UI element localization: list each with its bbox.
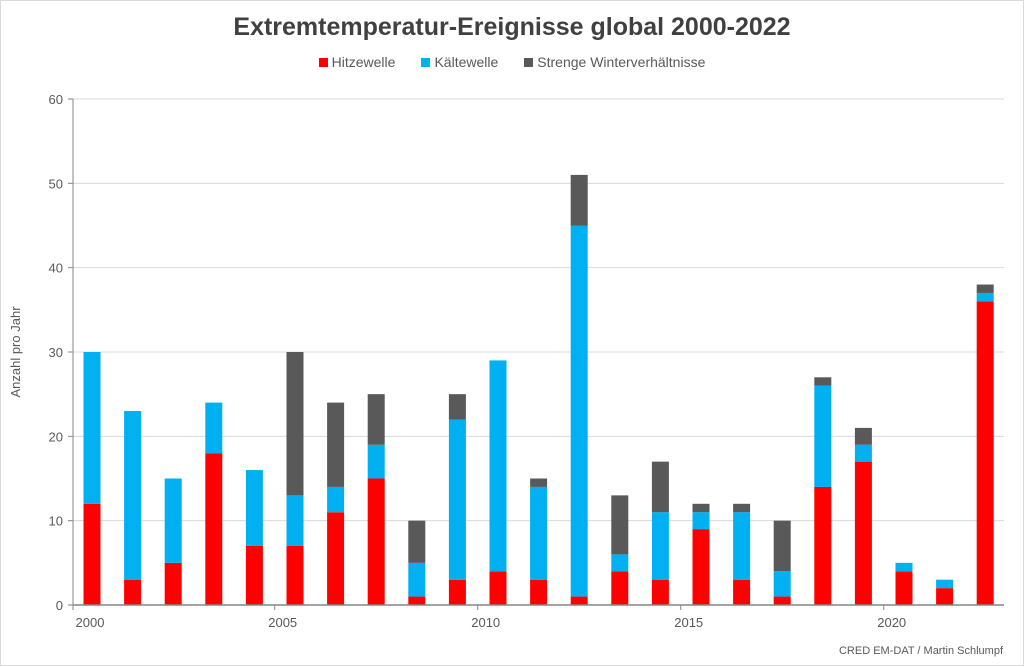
bar-winter-2017	[773, 520, 791, 572]
bar-winter-2012	[570, 174, 588, 226]
y-tick-label: 60	[49, 92, 63, 107]
x-tick-label: 2005	[268, 615, 297, 630]
legend-item-hitzewelle: Hitzewelle	[318, 54, 396, 70]
x-tick-label: 2015	[674, 615, 703, 630]
bar-kaeltewelle-2010	[489, 360, 507, 572]
bar-kaeltewelle-2008	[408, 562, 426, 597]
legend-label-kaeltewelle: Kältewelle	[434, 54, 499, 70]
bar-hitzewelle-2021	[936, 588, 954, 605]
bar-winter-2007	[367, 394, 385, 445]
bar-hitzewelle-2022	[976, 301, 994, 605]
bar-winter-2019	[854, 427, 872, 445]
source-credit: CRED EM-DAT / Martin Schlumpf	[838, 645, 1003, 657]
bar-kaeltewelle-2014	[651, 512, 669, 580]
bar-hitzewelle-2006	[327, 512, 345, 605]
legend-swatch-hitzewelle	[318, 57, 328, 67]
bar-kaeltewelle-2012	[570, 225, 588, 597]
x-tick-label: 2010	[471, 615, 500, 630]
bar-hitzewelle-2018	[814, 486, 832, 605]
bar-kaeltewelle-2018	[814, 385, 832, 487]
bar-kaeltewelle-2003	[205, 402, 223, 454]
bar-winter-2011	[530, 478, 548, 487]
bar-hitzewelle-2012	[570, 596, 588, 605]
bar-hitzewelle-2002	[164, 562, 182, 605]
bar-winter-2022	[976, 284, 994, 293]
bar-winter-2006	[327, 402, 345, 487]
bar-hitzewelle-2013	[611, 571, 629, 605]
bar-kaeltewelle-2017	[773, 571, 791, 597]
bar-kaeltewelle-2019	[854, 444, 872, 462]
y-tick-label: 20	[49, 429, 63, 444]
bar-kaeltewelle-2009	[448, 419, 466, 580]
bar-hitzewelle-2017	[773, 596, 791, 605]
bar-winter-2013	[611, 495, 629, 555]
bar-kaeltewelle-2016	[733, 512, 751, 580]
bar-kaeltewelle-2002	[164, 478, 182, 563]
bar-hitzewelle-2019	[854, 461, 872, 605]
bar-hitzewelle-2020	[895, 571, 913, 605]
bar-kaeltewelle-2004	[245, 470, 263, 546]
bar-kaeltewelle-2020	[895, 562, 913, 572]
bar-kaeltewelle-2011	[530, 486, 548, 580]
chart-legend: Hitzewelle Kältewelle Strenge Winterverh…	[1, 54, 1023, 70]
bar-hitzewelle-2009	[448, 579, 466, 605]
bar-kaeltewelle-2000	[83, 352, 101, 504]
bar-hitzewelle-2014	[651, 579, 669, 605]
bar-winter-2018	[814, 377, 832, 386]
bar-hitzewelle-2000	[83, 503, 101, 605]
bar-winter-2015	[692, 503, 710, 513]
chart-title: Extremtemperatur-Ereignisse global 2000-…	[233, 13, 791, 41]
bar-hitzewelle-2016	[733, 579, 751, 605]
y-axis-label: Anzahl pro Jahr	[8, 306, 23, 398]
legend-label-winter: Strenge Winterverhältnisse	[537, 54, 706, 70]
bar-kaeltewelle-2001	[124, 411, 142, 580]
x-tick-label: 2020	[877, 615, 906, 630]
bar-hitzewelle-2003	[205, 453, 223, 605]
legend-swatch-winter	[524, 57, 534, 67]
y-tick-label: 50	[49, 176, 63, 191]
legend-label-hitzewelle: Hitzewelle	[331, 54, 396, 70]
bar-hitzewelle-2004	[245, 545, 263, 605]
legend-swatch-kaeltewelle	[421, 57, 431, 67]
bar-kaeltewelle-2021	[936, 579, 954, 589]
bar-kaeltewelle-2005	[286, 495, 304, 546]
bar-winter-2014	[651, 461, 669, 513]
legend-item-winter: Strenge Winterverhältnisse	[524, 54, 705, 70]
bar-kaeltewelle-2015	[692, 512, 710, 530]
bar-hitzewelle-2001	[124, 579, 142, 605]
bar-winter-2016	[733, 503, 751, 513]
bar-hitzewelle-2011	[530, 579, 548, 605]
y-tick-label: 10	[49, 514, 63, 529]
bar-winter-2005	[286, 352, 304, 496]
bar-hitzewelle-2005	[286, 545, 304, 605]
bar-hitzewelle-2010	[489, 571, 507, 605]
bar-kaeltewelle-2013	[611, 554, 629, 572]
bar-winter-2009	[448, 394, 466, 420]
bar-hitzewelle-2015	[692, 529, 710, 605]
y-tick-label: 0	[56, 598, 63, 613]
bar-kaeltewelle-2006	[327, 486, 345, 513]
bar-hitzewelle-2008	[408, 596, 426, 605]
y-tick-label: 30	[49, 345, 63, 360]
bar-winter-2008	[408, 520, 426, 563]
y-tick-label: 40	[49, 261, 63, 276]
bar-hitzewelle-2007	[367, 478, 385, 605]
legend-item-kaeltewelle: Kältewelle	[421, 54, 498, 70]
bar-kaeltewelle-2007	[367, 444, 385, 479]
bar-kaeltewelle-2022	[976, 292, 994, 302]
x-tick-label: 2000	[76, 615, 105, 630]
